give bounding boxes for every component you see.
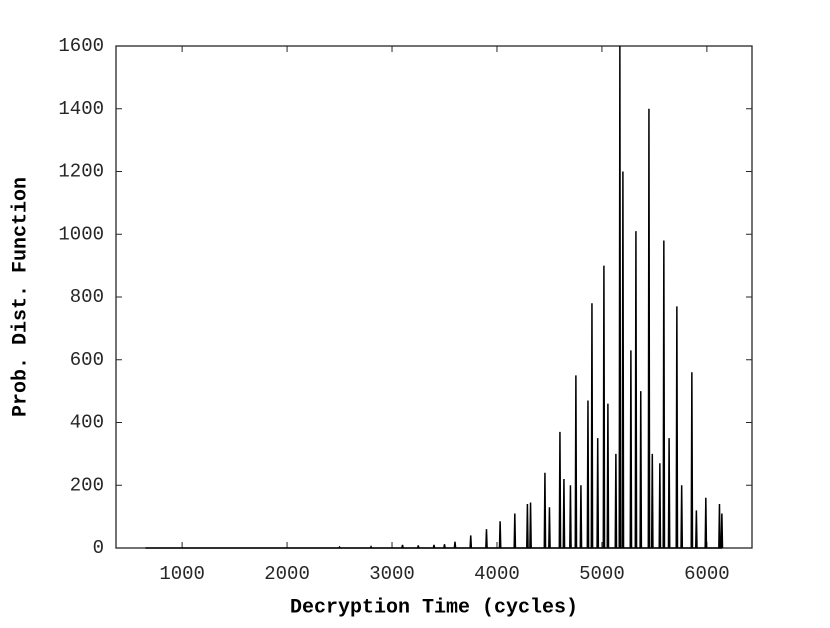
y-tick-label: 1600 [58, 35, 104, 57]
x-tick-label: 2000 [264, 563, 310, 585]
y-tick-label: 400 [70, 412, 104, 434]
y-tick-label: 1000 [58, 223, 104, 245]
x-tick-label: 3000 [369, 563, 415, 585]
y-axis-label: Prob. Dist. Function [9, 177, 32, 417]
x-tick-label: 1000 [159, 563, 205, 585]
plot-frame [115, 45, 753, 549]
y-tick-label: 800 [70, 286, 104, 308]
x-axis-label: Decryption Time (cycles) [290, 596, 578, 619]
y-tick-label: 200 [70, 474, 104, 496]
x-tick-label: 4000 [474, 563, 520, 585]
data-line [145, 45, 724, 549]
y-tick-label: 0 [93, 537, 104, 559]
x-tick-label: 5000 [579, 563, 625, 585]
y-tick-label: 600 [70, 349, 104, 371]
y-tick-label: 1400 [58, 98, 104, 120]
x-tick-label: 6000 [684, 563, 730, 585]
y-tick-label: 1200 [58, 161, 104, 183]
